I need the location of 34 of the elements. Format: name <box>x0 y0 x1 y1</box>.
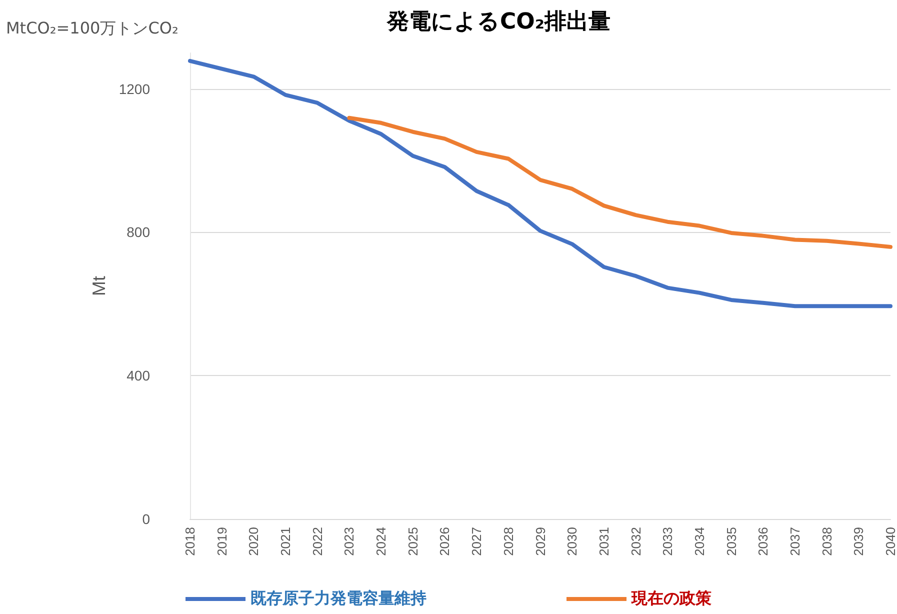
y-axis-title: Mt <box>88 276 109 296</box>
x-tick-label: 2021 <box>278 527 294 556</box>
legend-label: 現在の政策 <box>630 590 712 608</box>
x-tick-label: 2029 <box>532 527 548 556</box>
x-tick-label: 2034 <box>692 527 707 556</box>
x-tick-label: 2038 <box>819 527 834 556</box>
x-tick-label: 2019 <box>214 527 230 556</box>
x-tick-label: 2026 <box>437 527 452 556</box>
x-tick-label: 2037 <box>787 527 802 556</box>
line-series <box>347 116 892 249</box>
line-series <box>188 58 892 308</box>
x-tick-label: 2020 <box>246 527 262 556</box>
x-tick-label: 2022 <box>310 527 325 556</box>
chart-title: 発電によるCO₂排出量 <box>386 10 610 34</box>
x-tick-label: 2035 <box>724 527 739 556</box>
x-tick-label: 2031 <box>596 527 612 556</box>
x-tick-label: 2023 <box>342 527 357 556</box>
x-tick-label: 2025 <box>405 527 420 556</box>
y-tick-label: 1200 <box>118 80 150 97</box>
y-tick-label: 400 <box>126 368 150 384</box>
x-tick-label: 2040 <box>883 527 897 556</box>
x-tick-label: 2024 <box>374 527 389 556</box>
x-tick-label: 2039 <box>851 527 866 556</box>
legend-label: 既存原子力発電容量維持 <box>250 588 426 608</box>
x-tick-label: 2027 <box>469 527 484 556</box>
x-tick-label: 2032 <box>628 527 644 556</box>
x-tick-label: 2033 <box>660 527 676 556</box>
text: MtCO₂=100万トンCO₂ <box>6 18 178 38</box>
x-tick-label: 2028 <box>500 527 516 556</box>
x-tick-label: 2018 <box>182 527 198 556</box>
x-tick-label: 2030 <box>564 527 580 556</box>
y-tick-label: 800 <box>126 224 150 240</box>
y-tick-label: 0 <box>142 511 150 527</box>
x-tick-label: 2036 <box>756 527 771 556</box>
